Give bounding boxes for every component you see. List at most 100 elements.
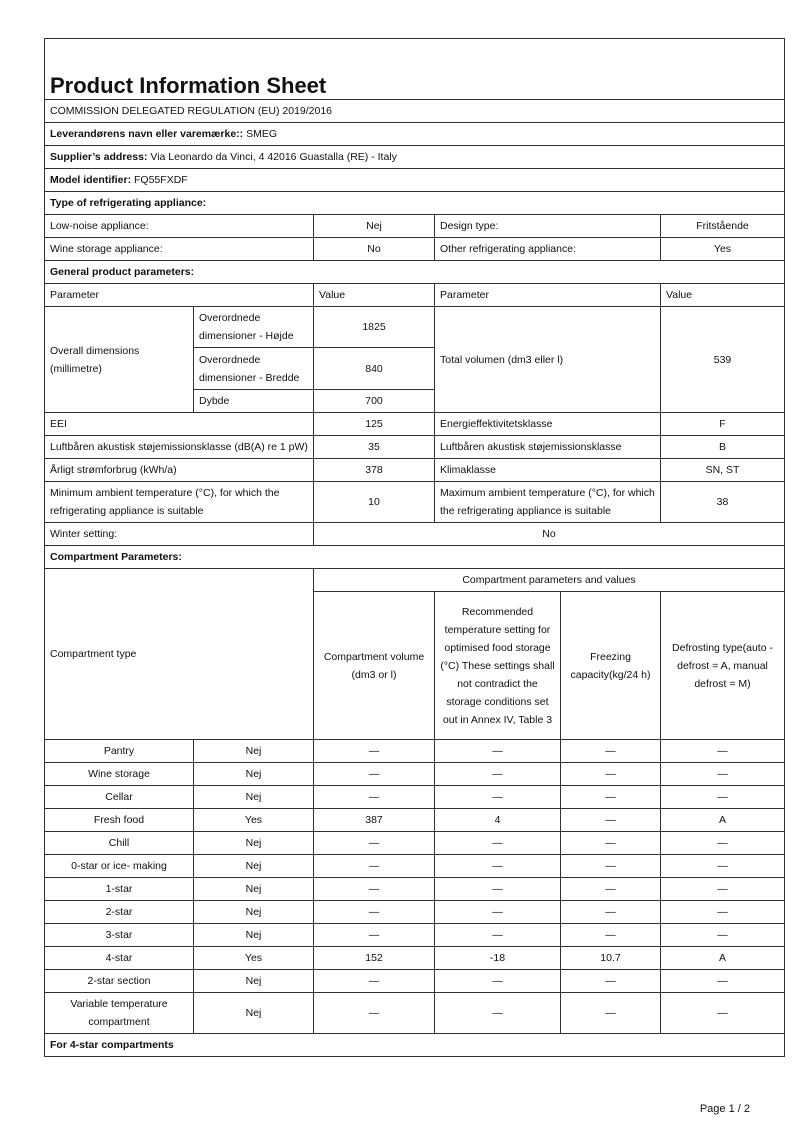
compartment-temp: —: [434, 923, 561, 947]
max-temp-label: Maximum ambient temperature (°C), for wh…: [434, 481, 661, 523]
total-volume-value: 539: [660, 306, 785, 413]
height-value: 1825: [313, 306, 435, 348]
compartment-volume: —: [313, 785, 435, 809]
compartment-freezing: —: [560, 900, 661, 924]
climate-label: Klimaklasse: [434, 458, 661, 482]
compartment-row: Cellar Nej — — — —: [44, 785, 785, 809]
compartment-row: Fresh food Yes 387 4— A: [44, 808, 785, 832]
other-value: Yes: [660, 237, 785, 261]
compartment-freezing: —: [560, 992, 661, 1034]
compartment-freezing: —: [560, 877, 661, 901]
winter-value: No: [313, 522, 785, 546]
freezing-header: Freezing capacity(kg/24 h): [560, 591, 661, 740]
regulation: COMMISSION DELEGATED REGULATION (EU) 201…: [44, 99, 785, 123]
compartment-row: Wine storage Nej — — — —: [44, 762, 785, 786]
min-temp-value: 10: [313, 481, 435, 523]
compartment-name: 1-star: [44, 877, 194, 901]
winter-label: Winter setting:: [44, 522, 314, 546]
compartment-volume: —: [313, 900, 435, 924]
compartment-row: Chill Nej — — — —: [44, 831, 785, 855]
compartment-volume: —: [313, 923, 435, 947]
supplier-name: Leverandørens navn eller varemærke:: SME…: [44, 122, 785, 146]
compartment-present: Nej: [193, 992, 314, 1034]
compartment-freezing: —: [560, 969, 661, 993]
compartment-volume: —: [313, 739, 435, 763]
compartment-freezing: —: [560, 808, 661, 832]
compartment-present: Yes: [193, 946, 314, 970]
compartment-defrost: —: [660, 992, 785, 1034]
compartment-temp: -18: [434, 946, 561, 970]
compartment-name: Fresh food: [44, 808, 194, 832]
compartment-temp: —: [434, 877, 561, 901]
compartment-defrost: —: [660, 900, 785, 924]
other-label: Other refrigerating appliance:: [434, 237, 661, 261]
compartment-defrost: —: [660, 969, 785, 993]
compartment-row: 1-star Nej — — — —: [44, 877, 785, 901]
energy-class-label: Energieffektivitetsklasse: [434, 412, 661, 436]
noise-value: 35: [313, 435, 435, 459]
compartment-present: Nej: [193, 785, 314, 809]
noise-label: Luftbåren akustisk støjemissionsklasse (…: [44, 435, 314, 459]
compartment-present: Nej: [193, 877, 314, 901]
compartment-temp: —: [434, 992, 561, 1034]
dimensions-label: Overall dimensions (millimetre): [44, 306, 194, 413]
eei-value: 125: [313, 412, 435, 436]
volume-header: Compartment volume (dm3 or l): [313, 591, 435, 740]
compartment-freezing: 10.7: [560, 946, 661, 970]
compartment-row: 3-star Nej — — — —: [44, 923, 785, 947]
compartment-name: Pantry: [44, 739, 194, 763]
compartment-defrost: —: [660, 854, 785, 878]
compartment-volume: 387: [313, 808, 435, 832]
compartment-freezing: —: [560, 923, 661, 947]
value-header: Value: [313, 283, 435, 307]
compartment-temp: —: [434, 854, 561, 878]
noise-class-label: Luftbåren akustisk støjemissionsklasse: [434, 435, 661, 459]
supplier-address: Supplier’s address: Via Leonardo da Vinc…: [44, 145, 785, 169]
design-type-value: Fritstående: [660, 214, 785, 238]
energy-class-value: F: [660, 412, 785, 436]
width-value: 840: [313, 347, 435, 390]
width-label: Overordnede dimensioner - Bredde: [193, 347, 314, 390]
compartment-present: Nej: [193, 900, 314, 924]
compartment-temp: 4: [434, 808, 561, 832]
compartment-name: 0-star or ice- making: [44, 854, 194, 878]
page-number: Page 1 / 2: [699, 1103, 750, 1115]
compartment-present: Nej: [193, 831, 314, 855]
design-type-label: Design type:: [434, 214, 661, 238]
energy-value: 378: [313, 458, 435, 482]
compartment-name: 2-star section: [44, 969, 194, 993]
min-temp-label: Minimum ambient temperature (°C), for wh…: [44, 481, 314, 523]
compartment-row: 0-star or ice- making Nej — — — —: [44, 854, 785, 878]
compartment-volume: —: [313, 762, 435, 786]
compartment-name: 2-star: [44, 900, 194, 924]
compartment-freezing: —: [560, 785, 661, 809]
climate-value: SN, ST: [660, 458, 785, 482]
depth-label: Dybde: [193, 389, 314, 413]
compartment-present: Nej: [193, 854, 314, 878]
depth-value: 700: [313, 389, 435, 413]
compartment-row: 2-star Nej — — — —: [44, 900, 785, 924]
compartment-name: 4-star: [44, 946, 194, 970]
compartment-row: 2-star section Nej — — — —: [44, 969, 785, 993]
total-volume-label: Total volumen (dm3 eller l): [434, 306, 661, 413]
compartment-freezing: —: [560, 739, 661, 763]
wine-storage-label: Wine storage appliance:: [44, 237, 314, 261]
compartment-row: Pantry Nej — — — —: [44, 739, 785, 763]
compartment-volume: —: [313, 969, 435, 993]
compartment-present: Nej: [193, 739, 314, 763]
compartment-defrost: —: [660, 739, 785, 763]
compartment-present: Nej: [193, 969, 314, 993]
noise-class-value: B: [660, 435, 785, 459]
compartment-volume: —: [313, 877, 435, 901]
height-label: Overordnede dimensioner - Højde: [193, 306, 314, 348]
compartment-type-header: Compartment type: [44, 568, 314, 740]
compartment-name: Variable temperature compartment: [44, 992, 194, 1034]
temp-header: Recommended temperature setting for opti…: [434, 591, 561, 740]
compartment-row: Variable temperature compartment Nej — — — —: [44, 992, 785, 1034]
value-header: Value: [660, 283, 785, 307]
type-heading: Type of refrigerating appliance:: [44, 191, 785, 215]
max-temp-value: 38: [660, 481, 785, 523]
compartment-defrost: —: [660, 923, 785, 947]
compartment-volume: —: [313, 992, 435, 1034]
eei-label: EEI: [44, 412, 314, 436]
